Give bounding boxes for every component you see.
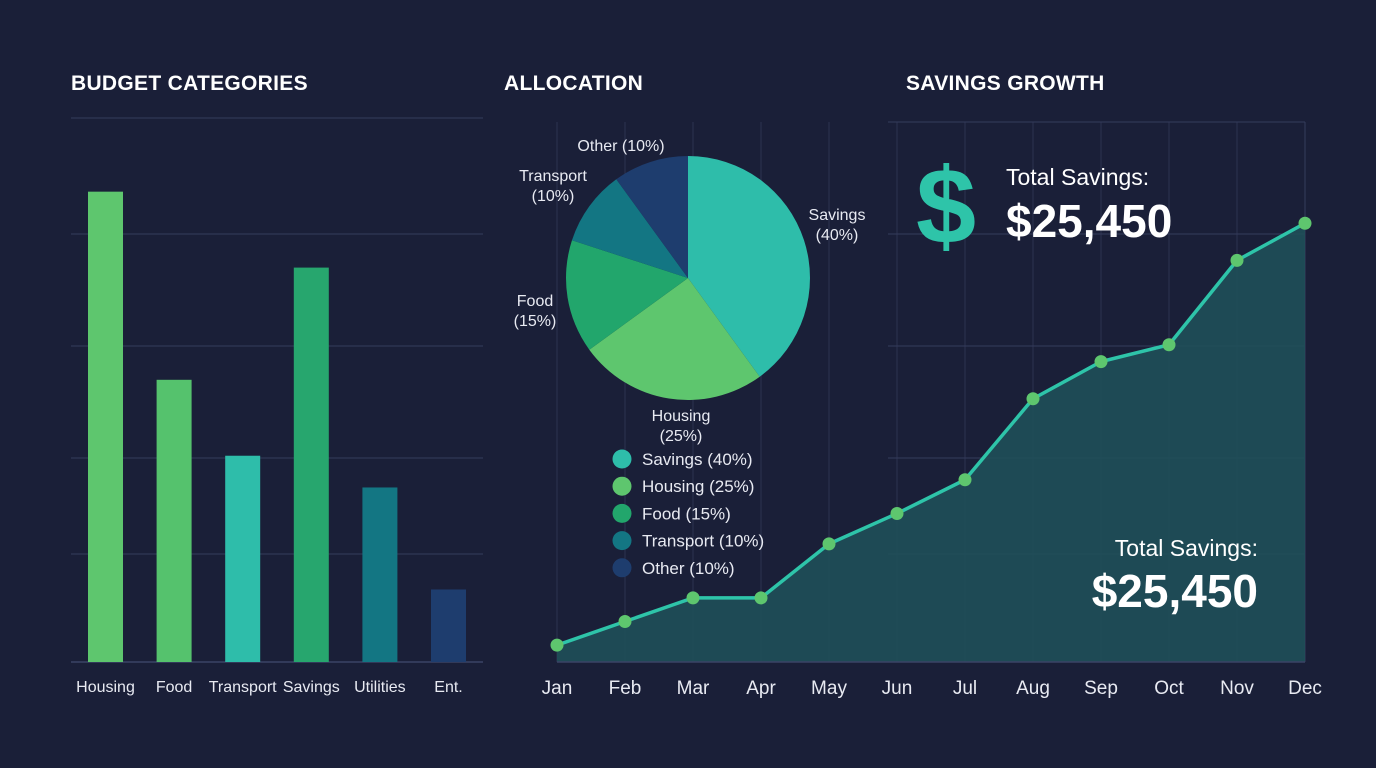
- bar-tick-label: Ent.: [434, 679, 462, 696]
- pie-label-housing: Housing (25%): [652, 408, 711, 445]
- savings-tick-label: Jul: [953, 678, 977, 699]
- bar-tick-label: Savings: [283, 679, 340, 696]
- savings-chart-x-ticks: Jan Feb Mar Apr May Jun Jul Aug Sep Oct Nov Dec: [542, 678, 1322, 699]
- legend-swatch-savings: [612, 449, 632, 469]
- pie-chart-slices: [566, 156, 810, 400]
- total-savings-label-bottom: Total Savings:: [1115, 535, 1258, 561]
- bar-chart-x-ticks: Housing Food Transport Savings Utilities Ent.: [76, 679, 463, 696]
- savings-point-nov: [1230, 253, 1244, 267]
- bar-chart-bars: [88, 191, 466, 662]
- pie-label-food: Food (15%): [514, 293, 557, 330]
- bar-utilities: [362, 487, 398, 662]
- legend-swatch-transport: [612, 531, 632, 551]
- savings-point-jan: [550, 638, 564, 652]
- pie-chart-title: ALLOCATION: [504, 72, 643, 95]
- savings-point-may: [822, 537, 836, 551]
- savings-tick-label: Sep: [1084, 678, 1118, 699]
- legend-label-other: Other (10%): [642, 559, 735, 578]
- legend-swatch-other: [612, 558, 632, 578]
- legend-swatch-food: [612, 503, 632, 523]
- pie-slice-transport: [571, 179, 688, 278]
- total-savings-label-top: Total Savings:: [1006, 164, 1149, 190]
- savings-tick-label: Jan: [542, 678, 573, 699]
- savings-tick-label: Mar: [677, 678, 710, 699]
- pie-label-transport: Transport (10%): [519, 168, 587, 205]
- savings-chart-series: [550, 216, 1312, 663]
- pie-chart-labels: Savings (40%) Housing (25%) Food (15%) Transpo…: [514, 138, 866, 445]
- savings-tick-label: Oct: [1154, 678, 1184, 699]
- legend-label-transport: Transport (10%): [642, 532, 764, 551]
- legend-label-housing: Housing (25%): [642, 477, 754, 496]
- legend-label-savings: Savings (40%): [642, 450, 753, 469]
- dollar-icon: $: [916, 145, 976, 266]
- pie-label-savings: Savings (40%): [809, 207, 866, 244]
- bar-savings: [293, 267, 329, 662]
- bar-tick-label: Housing: [76, 679, 135, 696]
- savings-line: [556, 221, 1306, 647]
- pie-label-other: Other (10%): [577, 138, 664, 155]
- pie-slice-housing: [589, 278, 760, 400]
- savings-point-dec: [1298, 216, 1312, 230]
- savings-point-mar: [686, 591, 700, 605]
- bar-housing: [88, 191, 123, 662]
- bar-chart-title: BUDGET CATEGORIES: [71, 72, 308, 95]
- bar-food: [156, 379, 192, 662]
- savings-point-jul: [958, 473, 972, 487]
- pie-slice-savings: [688, 156, 810, 377]
- bar-ent: [431, 589, 466, 662]
- savings-area-fill: [557, 223, 1305, 662]
- bar-tick-label: Utilities: [354, 679, 406, 696]
- bar-transport: [225, 455, 261, 662]
- total-savings-value-bottom: $25,450: [1092, 565, 1258, 617]
- bar-tick-label: Transport: [209, 679, 277, 696]
- savings-tick-label: Feb: [609, 678, 642, 699]
- savings-tick-label: Aug: [1016, 678, 1050, 699]
- savings-point-sep: [1094, 355, 1108, 369]
- savings-point-jun: [890, 507, 904, 520]
- total-savings-value-top: $25,450: [1006, 195, 1172, 247]
- savings-point-aug: [1026, 392, 1040, 406]
- bar-chart-grid: [71, 117, 483, 663]
- pie-chart-legend: Savings (40%) Housing (25%) Food (15%) Tran…: [612, 449, 764, 578]
- savings-point-apr: [754, 591, 768, 605]
- bar-tick-label: Food: [156, 679, 192, 696]
- pie-slice-other: [616, 156, 688, 278]
- savings-point-feb: [618, 615, 632, 628]
- savings-tick-label: Nov: [1220, 678, 1254, 699]
- savings-tick-label: May: [811, 678, 847, 699]
- savings-point-oct: [1162, 338, 1176, 352]
- legend-swatch-housing: [612, 476, 632, 496]
- pie-slice-food: [566, 240, 688, 350]
- savings-tick-label: Apr: [746, 678, 776, 699]
- savings-tick-label: Dec: [1288, 678, 1322, 699]
- legend-label-food: Food (15%): [642, 504, 731, 523]
- savings-tick-label: Jun: [882, 678, 913, 699]
- savings-chart-title: SAVINGS GROWTH: [906, 72, 1105, 95]
